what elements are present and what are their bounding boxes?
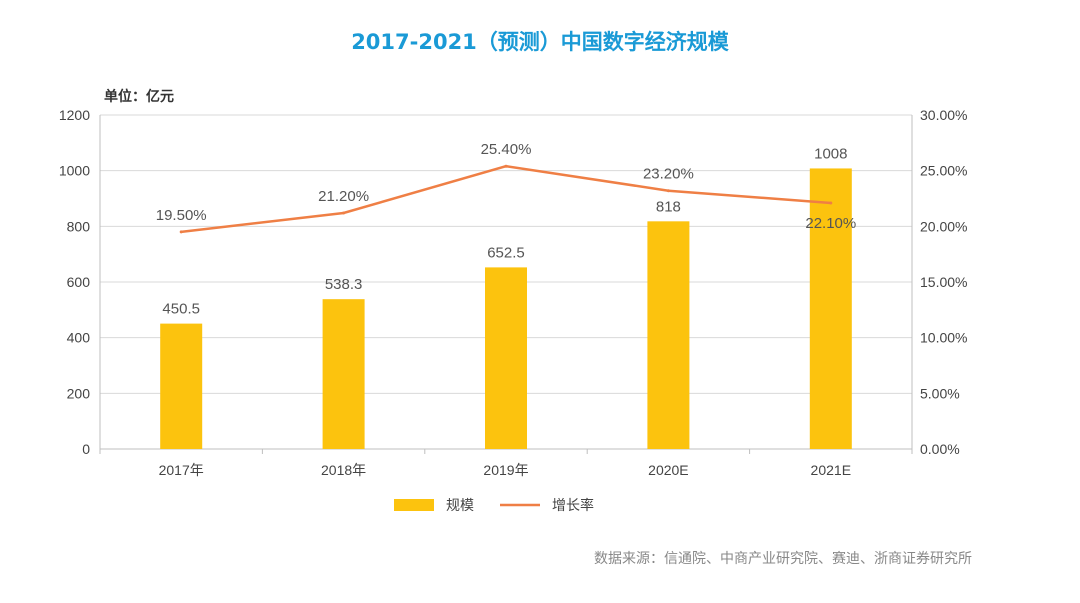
y-left-tick-label: 800: [67, 218, 91, 234]
y-right-tick-label: 25.00%: [920, 163, 967, 179]
line-value-label: 19.50%: [156, 207, 207, 224]
y-right-tick-label: 30.00%: [920, 107, 967, 123]
line-value-label: 22.10%: [805, 215, 856, 232]
x-tick-label: 2021E: [811, 462, 851, 478]
y-right-tick-label: 15.00%: [920, 274, 967, 290]
bar: [322, 299, 365, 449]
legend-bar-swatch: [394, 499, 434, 511]
bar-value-label: 538.3: [325, 276, 363, 293]
x-tick-label: 2020E: [648, 462, 688, 478]
legend-bar-label: 规模: [446, 498, 474, 514]
line-point: [342, 211, 346, 215]
bar: [485, 267, 527, 449]
line-point: [829, 201, 833, 205]
legend-line-label: 增长率: [552, 497, 594, 514]
line-value-label: 23.20%: [643, 166, 694, 183]
y-right-tick-label: 5.00%: [920, 385, 960, 401]
y-left-tick-label: 400: [67, 330, 91, 346]
bar: [160, 323, 203, 449]
y-left-tick-label: 600: [67, 274, 91, 290]
line-value-label: 25.40%: [481, 141, 532, 158]
y-left-tick-label: 1200: [59, 107, 90, 123]
x-tick-label: 2018年: [321, 462, 366, 478]
x-tick-label: 2017年: [159, 462, 204, 478]
bar: [809, 168, 852, 449]
line-value-label: 21.20%: [318, 188, 369, 205]
unit-label: 单位：亿元: [104, 89, 174, 105]
bar-value-label: 818: [656, 198, 681, 215]
chart-title: 2017-2021（预测）中国数字经济规模: [351, 30, 729, 54]
bar-value-label: 450.5: [162, 301, 200, 318]
bar-value-label: 1008: [814, 145, 847, 162]
bar-value-label: 652.5: [487, 244, 525, 261]
line-point: [666, 189, 670, 193]
y-right-tick-label: 20.00%: [920, 218, 967, 234]
y-left-tick-label: 200: [67, 385, 91, 401]
growth-line: [181, 164, 831, 234]
y-left-tick-label: 0: [82, 441, 90, 457]
bar: [647, 221, 690, 449]
source-note: 数据来源：信通院、中商产业研究院、赛迪、浙商证券研究所: [594, 551, 972, 567]
y-right-tick-label: 10.00%: [920, 330, 967, 346]
line-point: [179, 230, 183, 234]
line-point: [504, 164, 508, 168]
y-right-tick-label: 0.00%: [920, 441, 960, 457]
y-left-tick-label: 1000: [59, 163, 90, 179]
x-tick-label: 2019年: [483, 462, 528, 478]
